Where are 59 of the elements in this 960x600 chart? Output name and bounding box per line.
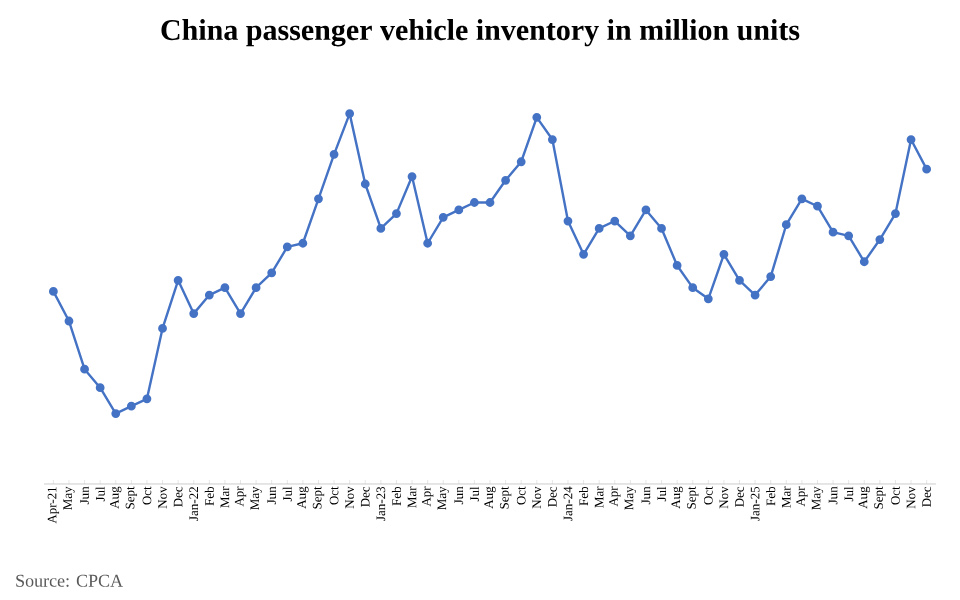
point [267,268,277,278]
chart-title: China passenger vehicle inventory in million units [161,19,800,47]
point [672,261,682,270]
point [80,364,89,374]
point [158,324,167,333]
point [828,227,838,237]
point [485,198,495,207]
point [470,198,479,207]
point [501,175,510,185]
point [610,216,620,226]
point [454,205,464,215]
point [204,290,214,300]
point [797,194,807,204]
point [407,172,417,181]
point [251,283,261,293]
source-note: Source: CPCA [16,574,123,587]
point [516,157,526,167]
point [563,216,573,226]
point [641,205,651,215]
point [781,220,791,230]
point [766,272,776,281]
point [532,112,542,122]
point [220,283,230,293]
point [922,164,932,174]
point [844,231,854,241]
point [438,212,448,222]
point [750,290,760,300]
point [111,409,121,419]
point [173,275,183,285]
point [703,294,713,304]
point [392,209,401,219]
point [594,224,604,233]
point [423,238,433,248]
point [657,224,666,233]
point [579,249,588,259]
point [547,135,557,144]
point [376,224,386,233]
point [236,309,245,319]
point [126,401,136,411]
point [189,309,199,319]
point [298,238,308,248]
point [735,275,744,285]
point [688,283,698,293]
point [48,286,58,296]
point [719,249,729,259]
point [859,257,869,267]
point [314,194,323,204]
point [360,179,370,189]
point [329,149,339,159]
point [95,383,105,393]
point [142,394,152,404]
point [813,201,822,211]
point [64,316,74,326]
point [345,109,355,119]
point [906,135,916,144]
point [875,235,885,244]
point [891,209,900,219]
point [625,231,635,241]
point [282,242,292,252]
